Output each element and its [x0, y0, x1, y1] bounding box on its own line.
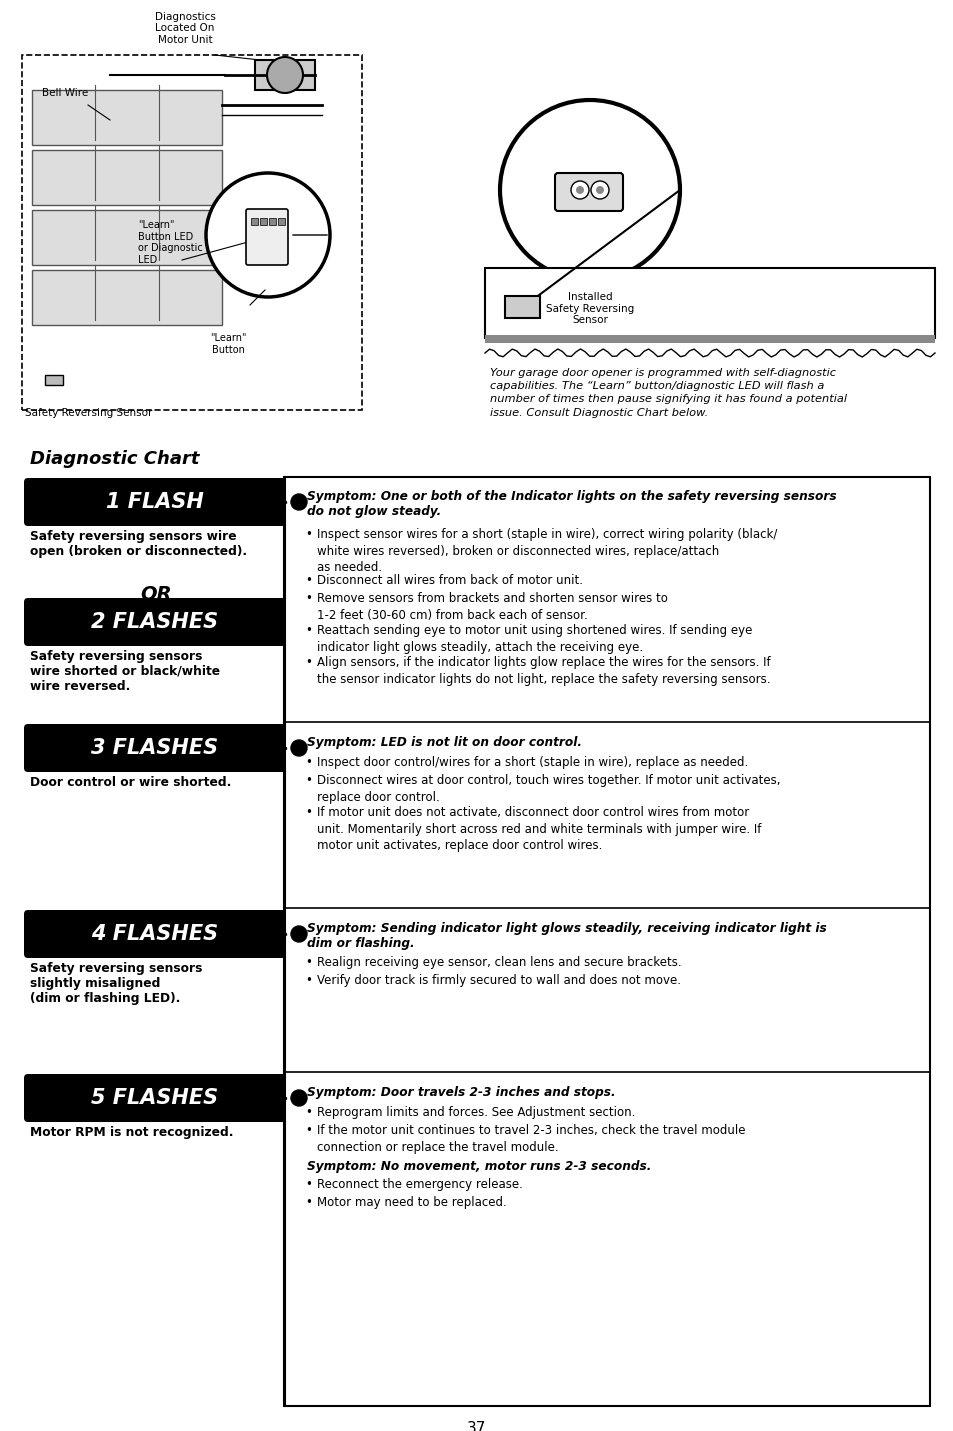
Text: Inspect sensor wires for a short (staple in wire), correct wiring polarity (blac: Inspect sensor wires for a short (staple…	[316, 528, 777, 574]
Text: •: •	[305, 774, 312, 787]
Bar	[32, 210, 222, 265]
Text: •: •	[305, 655, 312, 670]
Bar	[32, 90, 222, 145]
Bar	[277, 218, 285, 225]
Text: Disconnect wires at door control, touch wires together. If motor unit activates,: Disconnect wires at door control, touch …	[316, 774, 780, 803]
FancyBboxPatch shape	[504, 296, 539, 318]
Text: 3 FLASHES: 3 FLASHES	[91, 738, 218, 758]
Text: 1 FLASH: 1 FLASH	[106, 492, 204, 512]
Text: Realign receiving eye sensor, clean lens and secure brackets.: Realign receiving eye sensor, clean lens…	[316, 956, 680, 969]
Circle shape	[571, 180, 588, 199]
Bar	[45, 375, 63, 385]
Text: •: •	[305, 975, 312, 987]
Text: •: •	[305, 1106, 312, 1119]
FancyBboxPatch shape	[24, 724, 286, 771]
FancyBboxPatch shape	[555, 173, 622, 210]
Bar	[32, 270, 222, 325]
Circle shape	[206, 173, 330, 298]
Text: 2 FLASHES: 2 FLASHES	[91, 612, 218, 633]
Text: Symptom: One or both of the Indicator lights on the safety reversing sensors
do : Symptom: One or both of the Indicator li…	[307, 489, 836, 518]
FancyBboxPatch shape	[24, 598, 286, 645]
Text: Symptom: Sending indicator light glows steadily, receiving indicator light is
di: Symptom: Sending indicator light glows s…	[307, 922, 826, 950]
Text: Safety Reversing Sensor: Safety Reversing Sensor	[25, 408, 152, 418]
FancyBboxPatch shape	[24, 478, 286, 527]
Text: Verify door track is firmly secured to wall and does not move.: Verify door track is firmly secured to w…	[316, 975, 680, 987]
Circle shape	[291, 740, 307, 756]
Text: •: •	[305, 756, 312, 768]
Circle shape	[596, 186, 603, 195]
Bar	[484, 268, 934, 338]
Text: "Learn"
Button LED
or Diagnostic
LED: "Learn" Button LED or Diagnostic LED	[138, 220, 203, 265]
Bar	[254, 60, 314, 90]
Text: "Learn"
Button: "Learn" Button	[210, 333, 246, 355]
Text: •: •	[305, 624, 312, 637]
Text: 37: 37	[467, 1421, 486, 1431]
Text: •: •	[305, 1196, 312, 1209]
Circle shape	[291, 1090, 307, 1106]
Text: OR: OR	[140, 585, 172, 604]
Text: Align sensors, if the indicator lights glow replace the wires for the sensors. I: Align sensors, if the indicator lights g…	[316, 655, 770, 685]
Circle shape	[291, 926, 307, 942]
Text: Safety reversing sensors
wire shorted or black/white
wire reversed.: Safety reversing sensors wire shorted or…	[30, 650, 220, 693]
Text: Bell Wire: Bell Wire	[42, 87, 89, 97]
Text: Inspect door control/wires for a short (staple in wire), replace as needed.: Inspect door control/wires for a short (…	[316, 756, 747, 768]
Text: Symptom: No movement, motor runs 2-3 seconds.: Symptom: No movement, motor runs 2-3 sec…	[307, 1161, 651, 1173]
Text: Diagnostic Chart: Diagnostic Chart	[30, 449, 199, 468]
Text: Motor RPM is not recognized.: Motor RPM is not recognized.	[30, 1126, 233, 1139]
FancyBboxPatch shape	[24, 1075, 286, 1122]
Text: Reattach sending eye to motor unit using shortened wires. If sending eye
indicat: Reattach sending eye to motor unit using…	[316, 624, 752, 654]
FancyBboxPatch shape	[246, 209, 288, 265]
Text: Your garage door opener is programmed with self-diagnostic
capabilities. The “Le: Your garage door opener is programmed wi…	[490, 368, 846, 418]
Circle shape	[590, 180, 608, 199]
Text: Remove sensors from brackets and shorten sensor wires to
1-2 feet (30-60 cm) fro: Remove sensors from brackets and shorten…	[316, 592, 667, 621]
FancyBboxPatch shape	[22, 54, 361, 411]
Text: •: •	[305, 592, 312, 605]
Circle shape	[291, 494, 307, 509]
Text: If the motor unit continues to travel 2-3 inches, check the travel module
connec: If the motor unit continues to travel 2-…	[316, 1123, 744, 1153]
Text: If motor unit does not activate, disconnect door control wires from motor
unit. : If motor unit does not activate, disconn…	[316, 806, 760, 851]
Bar	[269, 218, 275, 225]
Text: Door control or wire shorted.: Door control or wire shorted.	[30, 776, 232, 788]
Text: Reprogram limits and forces. See Adjustment section.: Reprogram limits and forces. See Adjustm…	[316, 1106, 635, 1119]
Text: Reconnect the emergency release.: Reconnect the emergency release.	[316, 1178, 522, 1191]
FancyBboxPatch shape	[24, 910, 286, 957]
Bar	[251, 218, 257, 225]
Bar	[32, 150, 222, 205]
Text: Disconnect all wires from back of motor unit.: Disconnect all wires from back of motor …	[316, 574, 582, 587]
Circle shape	[576, 186, 583, 195]
FancyBboxPatch shape	[285, 477, 929, 1407]
Text: •: •	[305, 1178, 312, 1191]
Text: Safety reversing sensors
slightly misaligned
(dim or flashing LED).: Safety reversing sensors slightly misali…	[30, 962, 202, 1005]
Text: 4 FLASHES: 4 FLASHES	[91, 924, 218, 944]
Circle shape	[267, 57, 303, 93]
Text: •: •	[305, 1123, 312, 1138]
Text: •: •	[305, 806, 312, 819]
Bar	[0, 0, 953, 429]
Bar	[484, 335, 934, 343]
Text: Symptom: Door travels 2-3 inches and stops.: Symptom: Door travels 2-3 inches and sto…	[307, 1086, 615, 1099]
Text: Symptom: LED is not lit on door control.: Symptom: LED is not lit on door control.	[307, 736, 581, 748]
Circle shape	[499, 100, 679, 280]
Text: Safety reversing sensors wire
open (broken or disconnected).: Safety reversing sensors wire open (brok…	[30, 529, 247, 558]
Text: •: •	[305, 956, 312, 969]
Text: •: •	[305, 528, 312, 541]
Text: Motor may need to be replaced.: Motor may need to be replaced.	[316, 1196, 506, 1209]
Text: Diagnostics
Located On
Motor Unit: Diagnostics Located On Motor Unit	[154, 11, 215, 44]
Bar	[260, 218, 267, 225]
Text: 5 FLASHES: 5 FLASHES	[91, 1088, 218, 1108]
Text: •: •	[305, 574, 312, 587]
Text: Installed
Safety Reversing
Sensor: Installed Safety Reversing Sensor	[545, 292, 634, 325]
